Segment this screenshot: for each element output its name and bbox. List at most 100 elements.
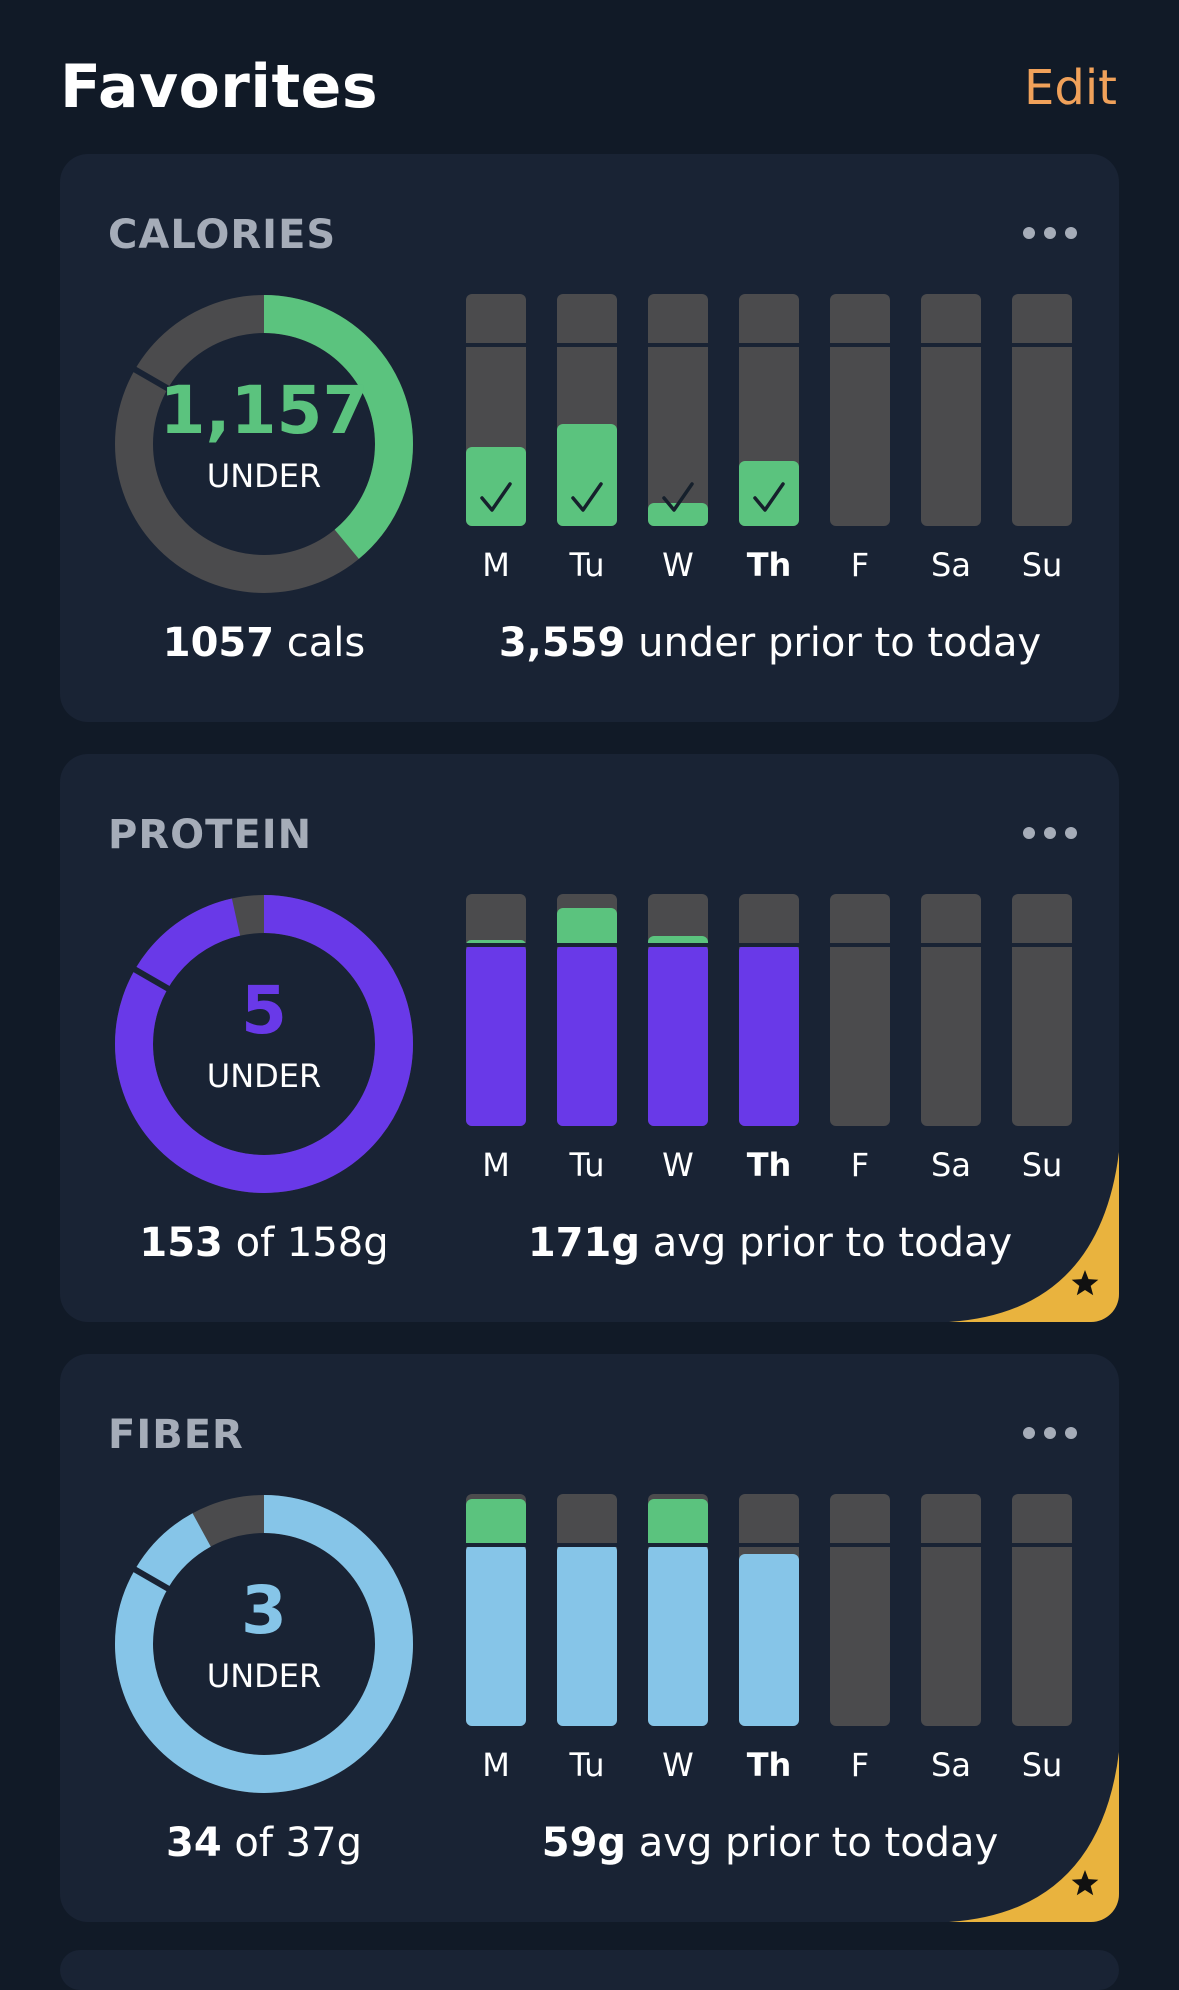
left-stat-text: of 158g bbox=[235, 1220, 389, 1266]
bar-column-th[interactable]: Th bbox=[739, 294, 801, 594]
bar-column-f[interactable]: F bbox=[830, 894, 892, 1194]
right-stat: 3,559 under prior to today bbox=[460, 620, 1080, 666]
goal-line bbox=[648, 1543, 708, 1548]
bar-column-sa[interactable]: Sa bbox=[921, 294, 983, 594]
left-stat: 34 of 37g bbox=[60, 1820, 468, 1866]
edit-button[interactable]: Edit bbox=[1024, 60, 1117, 116]
bar-column-sa[interactable]: Sa bbox=[921, 1494, 983, 1794]
bar-track bbox=[557, 1494, 617, 1726]
bar-track bbox=[648, 294, 708, 526]
check-icon bbox=[571, 482, 603, 512]
bar-track bbox=[1012, 1494, 1072, 1726]
star-badge-icon[interactable] bbox=[949, 1152, 1119, 1322]
day-label: W bbox=[662, 1146, 694, 1184]
more-options-button[interactable] bbox=[1023, 220, 1077, 246]
ring-value: 3 bbox=[241, 1572, 287, 1649]
right-stat: 59g avg prior to today bbox=[460, 1820, 1080, 1866]
star-badge-icon[interactable] bbox=[949, 1752, 1119, 1922]
bar-track bbox=[921, 894, 981, 1126]
bar-over-goal bbox=[557, 907, 617, 946]
bar-fill bbox=[557, 1545, 617, 1726]
more-dot-icon bbox=[1044, 227, 1056, 239]
goal-line bbox=[830, 943, 890, 948]
weekly-bar-chart: M Tu W Th F Sa Su bbox=[466, 894, 1086, 1194]
goal-line bbox=[1012, 343, 1072, 348]
left-stat-value: 153 bbox=[139, 1220, 223, 1266]
bar-track bbox=[466, 1494, 526, 1726]
bar-track bbox=[830, 894, 890, 1126]
left-stat-value: 1057 bbox=[162, 620, 275, 666]
bar-over-goal bbox=[648, 935, 708, 946]
right-stat-value: 3,559 bbox=[498, 620, 626, 666]
bar-track bbox=[830, 1494, 890, 1726]
bar-column-m[interactable]: M bbox=[466, 1494, 528, 1794]
ring-label: UNDER bbox=[206, 1657, 322, 1695]
goal-line bbox=[921, 343, 981, 348]
bar-column-su[interactable]: Su bbox=[1012, 894, 1074, 1194]
goal-line bbox=[739, 943, 799, 948]
bar-track bbox=[830, 294, 890, 526]
day-label: F bbox=[850, 1746, 870, 1784]
bar-track bbox=[466, 894, 526, 1126]
bar-fill bbox=[466, 1545, 526, 1726]
right-stat-value: 59g bbox=[541, 1820, 627, 1866]
bar-column-sa[interactable]: Sa bbox=[921, 894, 983, 1194]
check-icon bbox=[480, 482, 512, 512]
bar-fill bbox=[648, 945, 708, 1126]
goal-line bbox=[466, 943, 526, 948]
bar-over-goal bbox=[466, 1498, 526, 1546]
bar-column-w[interactable]: W bbox=[648, 1494, 710, 1794]
card-title: FIBER bbox=[108, 1412, 244, 1458]
goal-line bbox=[648, 343, 708, 348]
progress-ring: 1,157 UNDER bbox=[114, 294, 414, 594]
bar-track bbox=[648, 1494, 708, 1726]
bar-column-m[interactable]: M bbox=[466, 894, 528, 1194]
goal-line bbox=[830, 343, 890, 348]
day-label: Tu bbox=[569, 1146, 605, 1184]
day-label: Su bbox=[1021, 1146, 1063, 1184]
bar-fill bbox=[648, 502, 708, 526]
day-label: W bbox=[662, 1746, 694, 1784]
bar-column-tu[interactable]: Tu bbox=[557, 894, 619, 1194]
bar-column-f[interactable]: F bbox=[830, 294, 892, 594]
day-label: Th bbox=[746, 1746, 792, 1784]
header: Favorites Edit bbox=[0, 0, 1179, 150]
right-stat-value: 171g bbox=[527, 1220, 640, 1266]
more-options-button[interactable] bbox=[1023, 1420, 1077, 1446]
ring-progress-arc bbox=[115, 1495, 413, 1793]
bar-column-tu[interactable]: Tu bbox=[557, 294, 619, 594]
bar-column-m[interactable]: M bbox=[466, 294, 528, 594]
card-protein: PROTEIN 5 UNDER M Tu W Th F Sa Su 153 of 158g 171g … bbox=[60, 754, 1119, 1322]
bar-track bbox=[739, 894, 799, 1126]
bar-column-tu[interactable]: Tu bbox=[557, 1494, 619, 1794]
bar-track bbox=[648, 894, 708, 1126]
left-stat-text: cals bbox=[286, 620, 366, 666]
bar-column-th[interactable]: Th bbox=[739, 1494, 801, 1794]
more-dot-icon bbox=[1065, 1427, 1077, 1439]
check-icon bbox=[753, 482, 785, 512]
bar-fill bbox=[466, 447, 526, 526]
goal-line bbox=[557, 943, 617, 948]
star-corner-shape bbox=[949, 1752, 1119, 1922]
more-dot-icon bbox=[1065, 227, 1077, 239]
bar-column-w[interactable]: W bbox=[648, 294, 710, 594]
more-options-button[interactable] bbox=[1023, 820, 1077, 846]
day-label: Su bbox=[1021, 546, 1063, 584]
bar-column-su[interactable]: Su bbox=[1012, 1494, 1074, 1794]
bar-column-f[interactable]: F bbox=[830, 1494, 892, 1794]
bar-fill bbox=[739, 461, 799, 526]
bar-fill bbox=[739, 945, 799, 1126]
more-dot-icon bbox=[1023, 227, 1035, 239]
bar-column-su[interactable]: Su bbox=[1012, 294, 1074, 594]
bar-column-w[interactable]: W bbox=[648, 894, 710, 1194]
card-title: CALORIES bbox=[108, 212, 337, 258]
check-stroke bbox=[480, 482, 512, 512]
bar-fill bbox=[557, 945, 617, 1126]
right-stat-text: avg prior to today bbox=[638, 1820, 999, 1866]
bar-track bbox=[1012, 294, 1072, 526]
day-label: Sa bbox=[931, 1746, 971, 1784]
more-dot-icon bbox=[1044, 1427, 1056, 1439]
bar-track bbox=[739, 294, 799, 526]
bar-column-th[interactable]: Th bbox=[739, 894, 801, 1194]
day-label: Tu bbox=[569, 1746, 605, 1784]
